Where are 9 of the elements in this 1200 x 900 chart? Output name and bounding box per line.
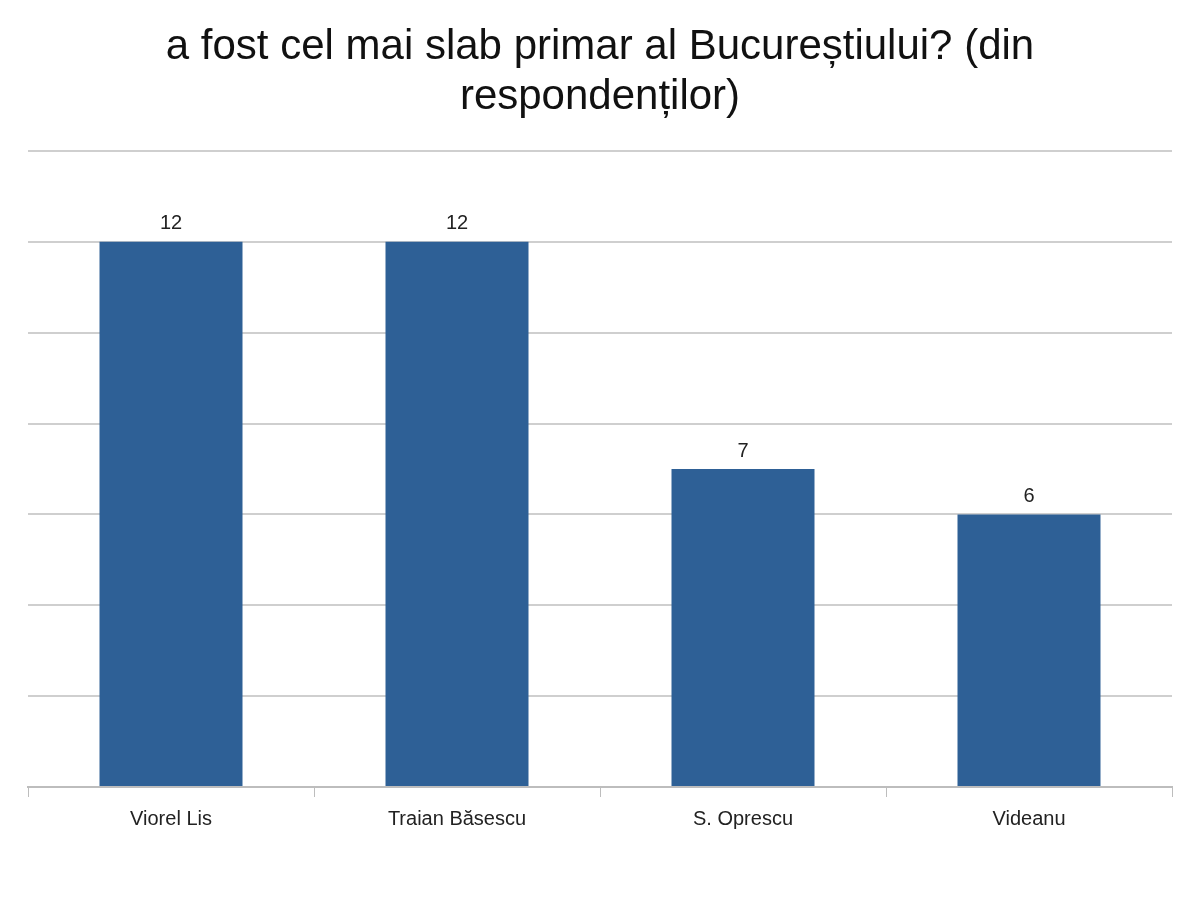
data-label: 12 — [159, 211, 183, 234]
data-label: 12 — [445, 211, 469, 234]
x-tick-label: Videanu — [992, 806, 1066, 829]
data-label: 6 — [1023, 483, 1035, 506]
x-tick-label: Viorel Lis — [130, 806, 212, 829]
chart-title: a fost cel mai slab primar al Bucureștiului? (din respondenților) — [164, 20, 1036, 121]
x-tick-label: Traian Băsescu — [387, 806, 527, 829]
data-label: 7 — [737, 438, 749, 461]
x-tick-label: S. Oprescu — [692, 806, 794, 829]
